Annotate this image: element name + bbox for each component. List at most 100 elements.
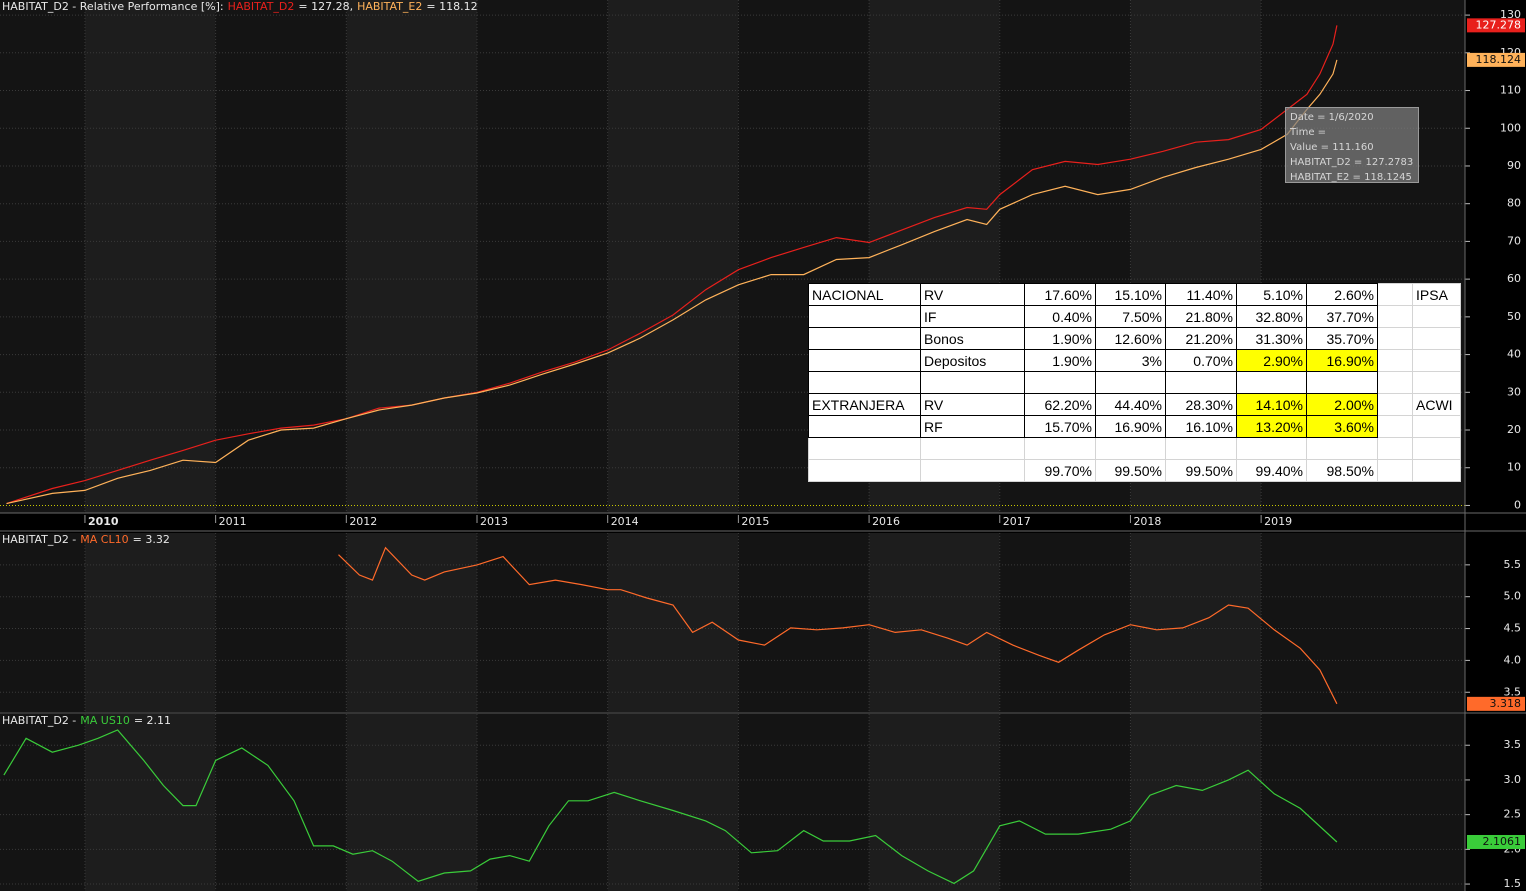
table-row — [808, 371, 1461, 394]
y-tick-label: 4.0 — [1504, 653, 1522, 666]
year-band — [738, 533, 870, 712]
x-tick-label: 2011 — [219, 515, 247, 528]
y-tick-label: 10 — [1507, 461, 1521, 474]
table-cell: 16.10% — [1165, 415, 1237, 438]
table-cell: 99.40% — [1236, 459, 1307, 482]
year-band — [607, 0, 739, 513]
table-cell — [1377, 459, 1413, 482]
x-tick-label: 2010 — [88, 515, 119, 528]
legend-value: = 118.12 — [426, 0, 477, 13]
series-line — [6, 25, 1338, 505]
table-cell: 11.40% — [1165, 283, 1237, 306]
legend-name: MA US10 — [80, 714, 130, 727]
table-cell: 2.00% — [1306, 393, 1378, 416]
table-cell: 1.90% — [1024, 327, 1096, 350]
y-tick-label: 40 — [1507, 348, 1521, 361]
table-cell — [1377, 283, 1413, 306]
table-cell — [1165, 371, 1237, 394]
table-cell — [1412, 415, 1461, 438]
table-cell — [808, 327, 921, 350]
table-cell — [1236, 371, 1307, 394]
table-row: 99.70% 99.50% 99.50% 99.40% 98.50% — [808, 459, 1461, 482]
year-band — [84, 533, 216, 712]
last-value-label: 127.278 — [1476, 18, 1522, 31]
table-cell — [1377, 437, 1413, 460]
last-value-label: 2.1061 — [1483, 835, 1522, 848]
table-cell: 21.20% — [1165, 327, 1237, 350]
year-band — [1261, 714, 1465, 891]
table-cell: Bonos — [920, 327, 1025, 350]
y-tick-label: 20 — [1507, 423, 1521, 436]
table-cell — [1412, 327, 1461, 350]
year-band — [477, 714, 608, 891]
last-value-tag — [1467, 52, 1525, 67]
tooltip-line: HABITAT_E2 = 118.1245 — [1290, 172, 1412, 183]
last-value-tag — [1467, 696, 1525, 711]
y-tick-label: 130 — [1500, 8, 1521, 21]
x-tick-label: 2012 — [349, 515, 377, 528]
year-band — [738, 714, 870, 891]
table-cell: 62.20% — [1024, 393, 1096, 416]
table-cell — [1095, 371, 1166, 394]
series-line — [6, 59, 1338, 505]
table-cell: RF — [920, 415, 1025, 438]
legend-value: = 127.28, — [298, 0, 353, 13]
table-cell: 1.90% — [1024, 349, 1096, 372]
year-band — [607, 714, 739, 891]
table-cell — [1306, 371, 1378, 394]
table-cell — [1377, 327, 1413, 350]
table-row: RF 15.70% 16.90% 16.10% 13.20% 3.60% — [808, 415, 1461, 438]
table-cell: 99.50% — [1165, 459, 1237, 482]
table-cell: 15.10% — [1095, 283, 1166, 306]
table-cell: IF — [920, 305, 1025, 328]
year-band — [0, 533, 85, 712]
table-cell: 3% — [1095, 349, 1166, 372]
table-cell: 14.10% — [1236, 393, 1307, 416]
tooltip-line: Time = — [1290, 127, 1327, 138]
table-cell: 35.70% — [1306, 327, 1378, 350]
x-tick-label: 2016 — [872, 515, 900, 528]
year-band — [1261, 533, 1465, 712]
table-cell — [808, 349, 921, 372]
table-cell — [1377, 415, 1413, 438]
legend-name: HABITAT_E2 — [357, 0, 422, 13]
last-value-tag — [1467, 18, 1525, 33]
year-band — [869, 714, 1000, 891]
pane-header: HABITAT_D2 - MA CL10 = 3.32 — [2, 533, 170, 546]
table-cell: 44.40% — [1095, 393, 1166, 416]
table-cell: 37.70% — [1306, 305, 1378, 328]
x-tick-label: 2019 — [1264, 515, 1292, 528]
table-cell — [1165, 437, 1237, 460]
pane-header: HABITAT_D2 - MA US10 = 2.11 — [2, 714, 171, 727]
year-band — [346, 0, 478, 513]
table-cell: 15.70% — [1024, 415, 1096, 438]
tooltip-line: Date = 1/6/2020 — [1290, 112, 1374, 123]
table-cell — [1412, 459, 1461, 482]
table-cell — [1377, 305, 1413, 328]
table-row: EXTRANJERA RV 62.20% 44.40% 28.30% 14.10% 2.00… — [808, 393, 1461, 416]
table-cell: 7.50% — [1095, 305, 1166, 328]
legend-value: = 2.11 — [134, 714, 171, 727]
pane-title: HABITAT_D2 - — [2, 533, 76, 546]
table-cell: 0.40% — [1024, 305, 1096, 328]
table-cell: 5.10% — [1236, 283, 1307, 306]
year-band — [215, 714, 347, 891]
table-cell — [920, 371, 1025, 394]
tooltip: Date = 1/6/2020 Time = Value = 111.160 HABI… — [1285, 107, 1419, 183]
table-cell: NACIONAL — [808, 283, 921, 306]
y-tick-label: 110 — [1500, 84, 1521, 97]
y-tick-label: 30 — [1507, 385, 1521, 398]
tooltip-line: HABITAT_D2 = 127.2783 — [1290, 157, 1414, 168]
series-line — [3, 729, 1338, 885]
last-value-label: 118.124 — [1476, 53, 1522, 66]
table-cell: 16.90% — [1095, 415, 1166, 438]
table-cell — [1377, 371, 1413, 394]
pane-title: HABITAT_D2 - — [2, 714, 76, 727]
y-tick-label: 70 — [1507, 234, 1521, 247]
table-cell — [1095, 437, 1166, 460]
last-value-tag — [1467, 834, 1525, 849]
year-band — [999, 533, 1131, 712]
table-cell: ACWI — [1412, 393, 1461, 416]
y-tick-label: 1.5 — [1504, 877, 1522, 890]
